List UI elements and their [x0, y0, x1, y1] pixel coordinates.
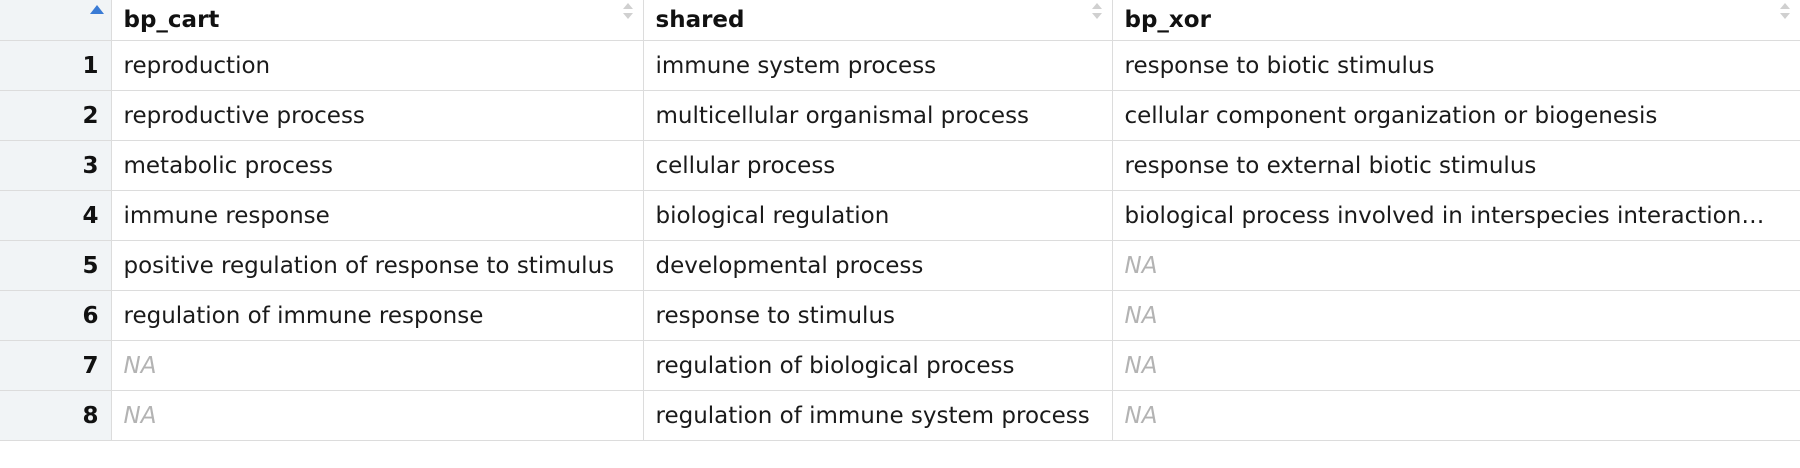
- table-header: bp_cart shared bp_xor: [0, 0, 1800, 41]
- cell-bp-cart[interactable]: reproduction: [111, 40, 644, 91]
- row-index: 3: [0, 140, 112, 191]
- table-row: 4 immune response biological regulation …: [0, 190, 1800, 241]
- cell-shared[interactable]: developmental process: [643, 240, 1113, 291]
- row-index: 8: [0, 390, 112, 441]
- table-body: 1 reproduction immune system process res…: [0, 40, 1800, 441]
- cell-shared[interactable]: immune system process: [643, 40, 1113, 91]
- table-row: 7 NA regulation of biological process NA: [0, 340, 1800, 391]
- table-row: 2 reproductive process multicellular org…: [0, 90, 1800, 141]
- cell-shared[interactable]: biological regulation: [643, 190, 1113, 241]
- table-row: 6 regulation of immune response response…: [0, 290, 1800, 341]
- table-row: 3 metabolic process cellular process res…: [0, 140, 1800, 191]
- cell-bp-xor[interactable]: response to biotic stimulus: [1112, 40, 1800, 91]
- sort-both-icon[interactable]: [622, 3, 633, 25]
- cell-bp-cart[interactable]: NA: [111, 340, 644, 391]
- row-index: 1: [0, 40, 112, 91]
- column-header-label: bp_cart: [123, 7, 220, 33]
- sort-both-icon[interactable]: [1091, 3, 1102, 25]
- sort-both-icon[interactable]: [1779, 3, 1790, 25]
- index-column-header[interactable]: [0, 0, 112, 41]
- cell-bp-xor[interactable]: response to external biotic stimulus: [1112, 140, 1800, 191]
- cell-bp-xor[interactable]: NA: [1112, 290, 1800, 341]
- cell-bp-xor[interactable]: cellular component organization or bioge…: [1112, 90, 1800, 141]
- cell-shared[interactable]: response to stimulus: [643, 290, 1113, 341]
- cell-bp-xor[interactable]: NA: [1112, 240, 1800, 291]
- column-header-label: bp_xor: [1124, 7, 1211, 33]
- row-index: 4: [0, 190, 112, 241]
- table-row: 1 reproduction immune system process res…: [0, 40, 1800, 91]
- row-index: 6: [0, 290, 112, 341]
- column-header-bp-xor[interactable]: bp_xor: [1112, 0, 1800, 41]
- cell-shared[interactable]: regulation of biological process: [643, 340, 1113, 391]
- cell-bp-xor[interactable]: NA: [1112, 340, 1800, 391]
- column-header-bp-cart[interactable]: bp_cart: [111, 0, 644, 41]
- sort-ascending-icon[interactable]: [89, 5, 104, 14]
- cell-bp-cart[interactable]: metabolic process: [111, 140, 644, 191]
- column-header-shared[interactable]: shared: [643, 0, 1113, 41]
- cell-shared[interactable]: regulation of immune system process: [643, 390, 1113, 441]
- column-header-label: shared: [655, 7, 745, 33]
- cell-bp-cart[interactable]: immune response: [111, 190, 644, 241]
- table-row: 5 positive regulation of response to sti…: [0, 240, 1800, 291]
- cell-bp-xor[interactable]: biological process involved in interspec…: [1112, 190, 1800, 241]
- cell-bp-cart[interactable]: positive regulation of response to stimu…: [111, 240, 644, 291]
- cell-bp-cart[interactable]: regulation of immune response: [111, 290, 644, 341]
- row-index: 7: [0, 340, 112, 391]
- cell-shared[interactable]: cellular process: [643, 140, 1113, 191]
- data-table: bp_cart shared bp_xor 1 reproduction imm…: [0, 0, 1800, 441]
- cell-bp-cart[interactable]: reproductive process: [111, 90, 644, 141]
- row-index: 2: [0, 90, 112, 141]
- row-index: 5: [0, 240, 112, 291]
- cell-bp-xor[interactable]: NA: [1112, 390, 1800, 441]
- cell-bp-cart[interactable]: NA: [111, 390, 644, 441]
- cell-shared[interactable]: multicellular organismal process: [643, 90, 1113, 141]
- header-row: bp_cart shared bp_xor: [0, 0, 1800, 41]
- table-row: 8 NA regulation of immune system process…: [0, 390, 1800, 441]
